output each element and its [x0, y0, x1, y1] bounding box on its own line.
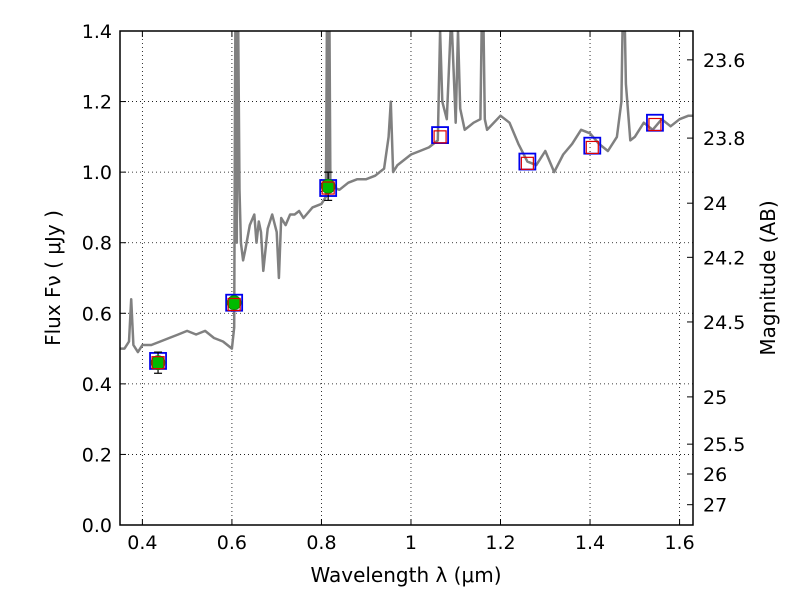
x-tick-label: 0.4 — [127, 532, 157, 554]
y-axis-label: Flux Fν ( μJy ) — [41, 210, 65, 346]
y2-tick-label: 23.8 — [703, 128, 745, 150]
x-tick-label: 0.8 — [306, 532, 336, 554]
y-tick-label: 0.0 — [82, 515, 112, 537]
plot-frame — [119, 30, 694, 526]
model-small-marker — [585, 140, 599, 155]
y2-tick-label: 24.5 — [703, 312, 745, 334]
model-small-marker — [151, 356, 165, 370]
y-tick-label: 1.0 — [82, 162, 112, 184]
y2-tick-label: 25 — [703, 387, 727, 409]
model-small-marker — [520, 156, 534, 170]
x-axis-label: Wavelength λ (μm) — [310, 563, 501, 587]
y-tick-label: 1.4 — [82, 21, 112, 43]
observed-point — [226, 295, 242, 311]
model-small-marker — [648, 117, 662, 132]
x-tick-label: 1 — [405, 532, 417, 554]
spectrum-line — [120, 31, 693, 354]
y-tick-label: 0.6 — [82, 303, 112, 325]
y-tick-label: 0.2 — [82, 444, 112, 466]
photometry-markers — [149, 113, 664, 374]
y-tick-label: 0.4 — [82, 374, 112, 396]
axis-ticks: 0.4 0.6 0.8 1 1.2 1.4 1.6 0.0 0.2 0.4 0.6 0.8 1.0 1.2… — [82, 21, 746, 554]
y2-tick-label: 25.5 — [703, 434, 745, 456]
y2-tick-label: 24 — [703, 193, 727, 215]
y2-tick-label: 23.6 — [703, 50, 745, 72]
x-tick-label: 1.6 — [664, 532, 694, 554]
x-tick-label: 1.2 — [485, 532, 515, 554]
grid-lines — [120, 30, 693, 526]
spectrum-series — [120, 31, 693, 354]
observed-point — [150, 355, 166, 371]
y2-tick-label: 24.2 — [703, 247, 745, 269]
y2-tick-label: 26 — [703, 464, 727, 486]
x-tick-label: 1.4 — [575, 532, 605, 554]
y2-tick-label: 27 — [703, 495, 727, 517]
x-tick-label: 0.6 — [217, 532, 247, 554]
model-small-marker — [433, 130, 447, 144]
observed-point — [320, 178, 336, 194]
y2-axis-label: Magnitude (AB) — [756, 200, 780, 355]
model-small-marker — [227, 297, 241, 312]
y-tick-label: 0.8 — [82, 233, 112, 255]
y-tick-label: 1.2 — [82, 92, 112, 114]
model-small-marker — [321, 181, 335, 195]
